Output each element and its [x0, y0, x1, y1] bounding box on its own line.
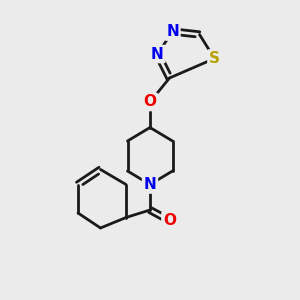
Text: O: O	[163, 213, 176, 228]
Text: O: O	[143, 94, 157, 110]
Text: N: N	[166, 24, 179, 39]
Text: S: S	[209, 51, 220, 66]
Text: N: N	[151, 46, 164, 62]
Text: N: N	[144, 177, 156, 192]
